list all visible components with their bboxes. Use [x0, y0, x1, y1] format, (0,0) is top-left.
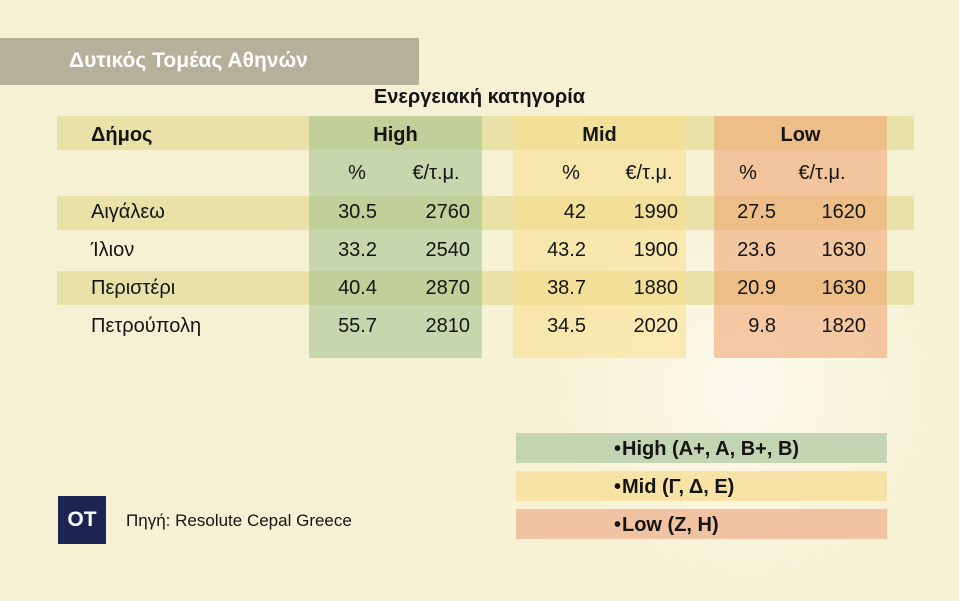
header-title: Δυτικός Τομέας Αθηνών: [69, 49, 308, 72]
cell-petroupoli-low-percent: 9.8: [748, 315, 776, 337]
subheader-high-percent: %: [348, 162, 366, 184]
cell-peristeri-low-percent: 20.9: [737, 277, 776, 299]
ot-logo: OT: [58, 496, 106, 544]
cell-ilion-high-price: 2540: [425, 239, 471, 261]
source-text: Πηγή: Resolute Cepal Greece: [126, 511, 352, 530]
subheader-mid-percent: %: [562, 162, 580, 184]
row-label-peristeri: Περιστέρι: [91, 277, 176, 299]
row-label-petroupoli: Πετρούπολη: [91, 315, 202, 337]
cell-ilion-high-percent: 33.2: [338, 239, 377, 261]
cell-peristeri-mid-price: 1880: [633, 277, 679, 299]
row-label-ilion: Ίλιον: [91, 239, 135, 261]
cell-peristeri-low-price: 1630: [821, 277, 867, 299]
group-header-mid: Mid: [582, 124, 617, 146]
legend-label-low: Low (Ζ, Η): [622, 514, 719, 536]
cell-ilion-mid-percent: 43.2: [547, 239, 586, 261]
cell-aigaleo-low-price: 1620: [821, 201, 867, 223]
legend-box-high: [516, 433, 887, 463]
subheader-mid-price: €/τ.μ.: [625, 162, 673, 184]
cell-petroupoli-high-percent: 55.7: [338, 315, 377, 337]
municipality-header: Δήμος: [91, 124, 153, 146]
legend-box-mid: [516, 471, 887, 501]
cell-ilion-low-price: 1630: [821, 239, 867, 261]
cell-aigaleo-high-price: 2760: [425, 201, 471, 223]
cell-aigaleo-high-percent: 30.5: [338, 201, 377, 223]
group-header-low: Low: [780, 124, 821, 146]
low-column-highlight: [714, 116, 887, 358]
legend-label-mid: Mid (Γ, Δ, Ε): [622, 476, 735, 498]
cell-peristeri-high-percent: 40.4: [338, 277, 377, 299]
group-header-high: High: [373, 124, 418, 146]
cell-petroupoli-low-price: 1820: [821, 315, 867, 337]
legend-bullet-mid: •: [614, 476, 622, 498]
cell-peristeri-mid-percent: 38.7: [547, 277, 586, 299]
cell-petroupoli-high-price: 2810: [425, 315, 471, 337]
header-bar: [0, 38, 419, 85]
row-label-aigaleo: Αιγάλεω: [91, 201, 165, 223]
subheader-low-price: €/τ.μ.: [798, 162, 846, 184]
cell-aigaleo-low-percent: 27.5: [737, 201, 776, 223]
energy-category-title: Ενεργειακή κατηγορία: [373, 86, 586, 108]
legend-box-low: [516, 509, 887, 539]
cell-aigaleo-mid-price: 1990: [633, 201, 679, 223]
high-column-highlight: [309, 116, 482, 358]
cell-peristeri-high-price: 2870: [425, 277, 471, 299]
legend-label-high: High (A+, A, B+, B): [622, 438, 800, 460]
cell-petroupoli-mid-price: 2020: [633, 315, 679, 337]
cell-ilion-mid-price: 1900: [633, 239, 679, 261]
subheader-low-percent: %: [739, 162, 757, 184]
legend-bullet-low: •: [614, 514, 622, 536]
cell-ilion-low-percent: 23.6: [737, 239, 776, 261]
cell-petroupoli-mid-percent: 34.5: [547, 315, 586, 337]
legend-bullet-high: •: [614, 438, 622, 460]
subheader-high-price: €/τ.μ.: [412, 162, 460, 184]
cell-aigaleo-mid-percent: 42: [563, 201, 586, 223]
mid-column-highlight: [513, 116, 686, 358]
